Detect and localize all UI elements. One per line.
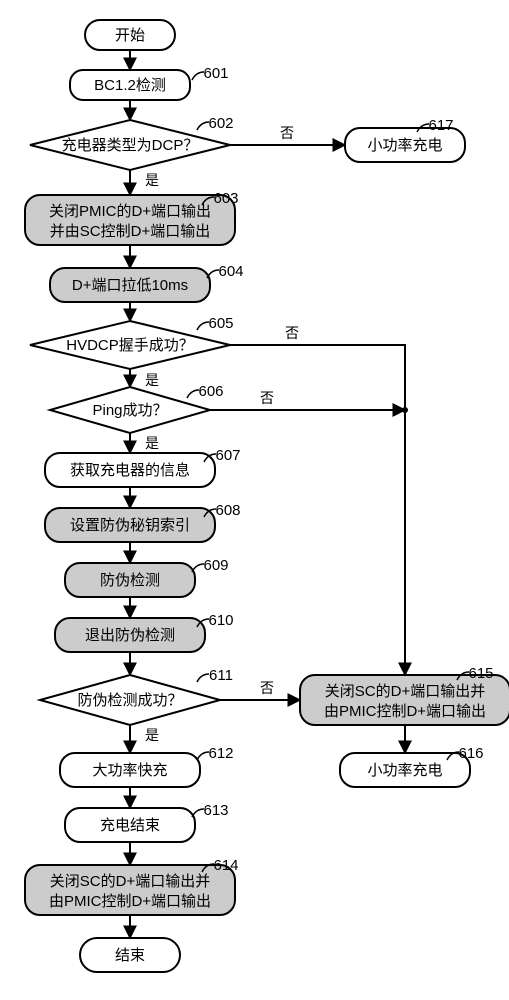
- svg-text:609: 609: [203, 557, 228, 574]
- svg-text:大功率快充: 大功率快充: [92, 762, 167, 779]
- svg-text:616: 616: [458, 745, 483, 762]
- svg-text:605: 605: [208, 315, 233, 332]
- svg-text:607: 607: [215, 447, 240, 464]
- svg-text:由PMIC控制D+端口输出: 由PMIC控制D+端口输出: [324, 703, 486, 720]
- svg-text:613: 613: [203, 802, 228, 819]
- svg-text:小功率充电: 小功率充电: [367, 762, 442, 779]
- svg-text:601: 601: [203, 65, 228, 82]
- svg-text:关闭SC的D+端口输出并: 关闭SC的D+端口输出并: [50, 873, 210, 890]
- svg-text:604: 604: [218, 263, 243, 280]
- svg-text:612: 612: [208, 745, 233, 762]
- svg-text:小功率充电: 小功率充电: [367, 137, 442, 154]
- svg-text:是: 是: [145, 172, 159, 188]
- svg-text:602: 602: [208, 115, 233, 132]
- svg-text:否: 否: [280, 125, 294, 141]
- svg-text:614: 614: [213, 857, 238, 874]
- svg-text:否: 否: [285, 325, 299, 341]
- svg-text:617: 617: [428, 117, 453, 134]
- svg-text:608: 608: [215, 502, 240, 519]
- svg-text:充电结束: 充电结束: [100, 817, 160, 834]
- svg-text:603: 603: [213, 190, 238, 207]
- svg-text:BC1.2检测: BC1.2检测: [94, 77, 166, 94]
- svg-text:606: 606: [198, 383, 223, 400]
- svg-text:设置防伪秘钥索引: 设置防伪秘钥索引: [70, 517, 190, 534]
- svg-text:是: 是: [145, 435, 159, 451]
- svg-text:否: 否: [260, 390, 274, 406]
- svg-text:HVDCP握手成功？: HVDCP握手成功？: [66, 337, 194, 354]
- svg-text:是: 是: [145, 727, 159, 743]
- svg-text:退出防伪检测: 退出防伪检测: [85, 627, 175, 644]
- svg-text:否: 否: [260, 680, 274, 696]
- svg-text:关闭SC的D+端口输出并: 关闭SC的D+端口输出并: [325, 683, 485, 700]
- svg-text:防伪检测成功？: 防伪检测成功？: [77, 692, 182, 709]
- svg-text:Ping成功？: Ping成功？: [92, 402, 167, 419]
- svg-text:防伪检测: 防伪检测: [100, 572, 160, 589]
- svg-text:是: 是: [145, 372, 159, 388]
- svg-text:615: 615: [468, 665, 493, 682]
- edge-605-no-to-615: [230, 345, 405, 675]
- svg-text:充电器类型为DCP？: 充电器类型为DCP？: [62, 137, 199, 154]
- svg-text:611: 611: [209, 667, 233, 684]
- svg-text:获取充电器的信息: 获取充电器的信息: [70, 462, 190, 479]
- svg-text:610: 610: [208, 612, 233, 629]
- svg-text:开始: 开始: [115, 27, 145, 44]
- svg-text:D+端口拉低10ms: D+端口拉低10ms: [72, 277, 188, 294]
- svg-text:结束: 结束: [115, 947, 145, 964]
- flowchart-canvas: 开始BC1.2检测充电器类型为DCP？小功率充电关闭PMIC的D+端口输出并由S…: [10, 10, 509, 990]
- svg-text:并由SC控制D+端口输出: 并由SC控制D+端口输出: [50, 223, 210, 240]
- svg-text:关闭PMIC的D+端口输出: 关闭PMIC的D+端口输出: [49, 203, 211, 220]
- svg-text:由PMIC控制D+端口输出: 由PMIC控制D+端口输出: [49, 893, 211, 910]
